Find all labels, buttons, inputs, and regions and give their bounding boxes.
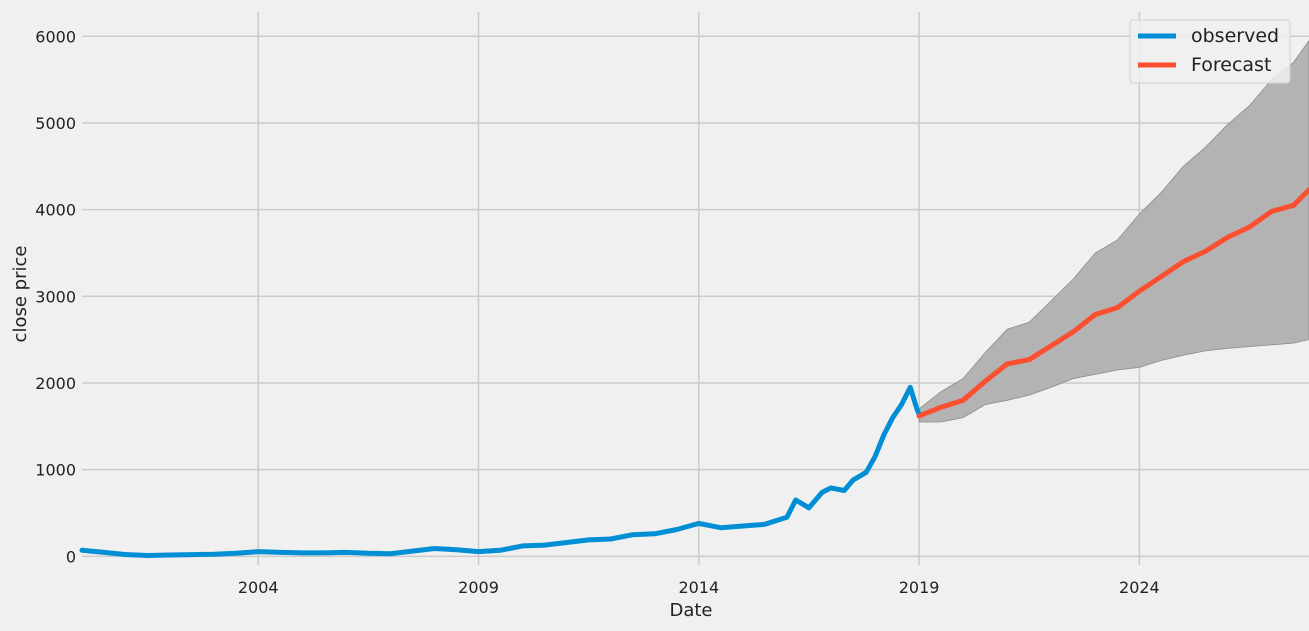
- y-tick-label-6000: 6000: [35, 27, 76, 46]
- y-tick-label-2000: 2000: [35, 374, 76, 393]
- series-line-observed: [79, 384, 922, 558]
- x-tick-label-2019: 2019: [899, 578, 940, 597]
- x-tick-label-2004: 2004: [238, 578, 279, 597]
- x-axis-title: Date: [669, 600, 712, 621]
- series-line-forecast: [916, 187, 1309, 419]
- y-tick-label-1000: 1000: [35, 461, 76, 480]
- y-tick-label-4000: 4000: [35, 201, 76, 220]
- confidence-band: [918, 39, 1309, 423]
- x-tick-label-2009: 2009: [458, 578, 499, 597]
- forecast-interval-area: [918, 39, 1309, 423]
- y-tick-label-3000: 3000: [35, 287, 76, 306]
- grid: [82, 12, 1309, 565]
- x-tick-label-2014: 2014: [678, 578, 719, 597]
- y-tick-label-5000: 5000: [35, 114, 76, 133]
- legend-label-observed: observed: [1191, 25, 1279, 47]
- legend: observed Forecast: [1129, 19, 1291, 84]
- tick-labels: 0 1000 2000 3000 4000 5000 6000 2004 2009 2014 201…: [35, 27, 1159, 597]
- series-lines: [79, 187, 1309, 558]
- y-axis-title: close price: [10, 246, 31, 343]
- legend-label-forecast: Forecast: [1191, 54, 1271, 76]
- y-tick-label-0: 0: [66, 547, 76, 566]
- x-tick-label-2024: 2024: [1119, 578, 1160, 597]
